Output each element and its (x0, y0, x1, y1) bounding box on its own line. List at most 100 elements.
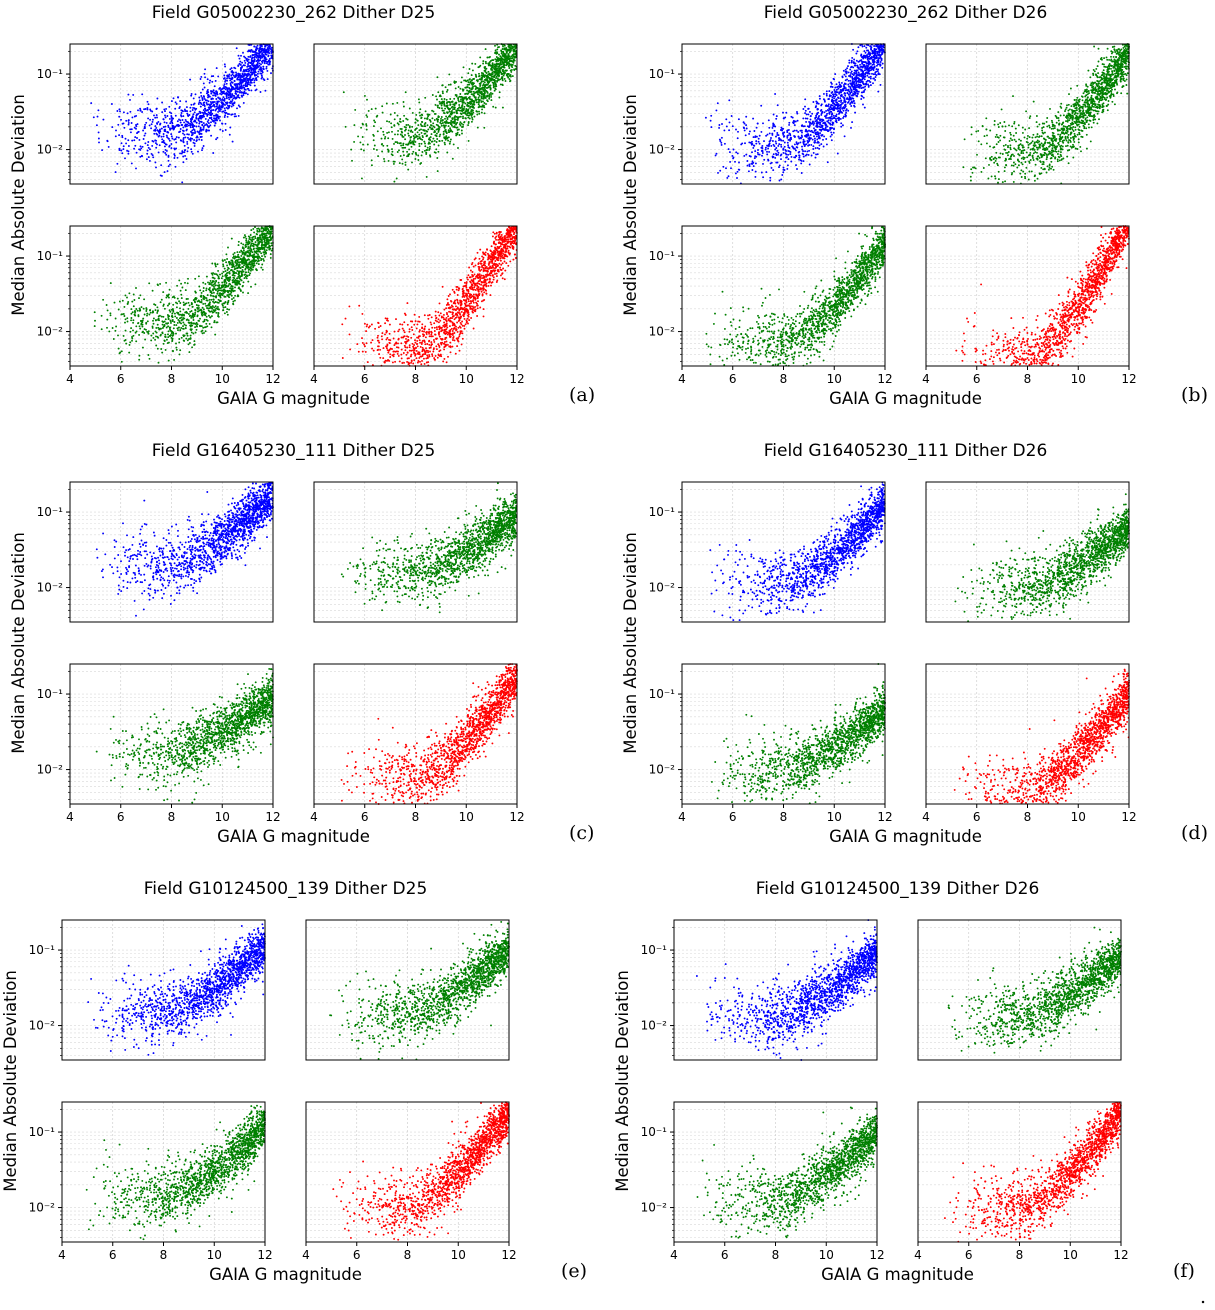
data-point (141, 111, 143, 113)
data-point (168, 126, 170, 128)
data-point (465, 109, 467, 111)
data-point (422, 335, 424, 337)
data-point (257, 76, 259, 78)
data-point (268, 49, 270, 51)
data-point (149, 358, 151, 360)
data-point (164, 334, 166, 336)
data-point (224, 83, 226, 85)
data-point (500, 264, 502, 266)
data-point (255, 71, 257, 73)
data-point (501, 73, 503, 75)
data-point (261, 231, 263, 233)
data-point (203, 125, 205, 127)
data-point (185, 289, 187, 291)
data-point (225, 94, 227, 96)
scatter-panel-2 (314, 43, 518, 184)
data-point (212, 109, 214, 111)
data-point (502, 79, 504, 81)
data-point (493, 276, 495, 278)
data-point (222, 284, 224, 286)
data-point (418, 316, 420, 318)
data-point (182, 132, 184, 134)
data-point (413, 344, 415, 346)
data-point (376, 149, 378, 151)
data-point (218, 97, 220, 99)
data-point (224, 66, 226, 68)
data-point (505, 80, 507, 82)
data-point (459, 134, 461, 136)
data-point (96, 124, 98, 126)
data-point (196, 126, 198, 128)
data-point (265, 241, 267, 243)
data-point (435, 152, 437, 154)
data-point (160, 164, 162, 166)
data-point (411, 126, 413, 128)
data-point (206, 276, 208, 278)
data-point (133, 299, 135, 301)
data-point (181, 110, 183, 112)
data-point (233, 88, 235, 90)
data-point (176, 306, 178, 308)
data-point (256, 67, 258, 69)
data-point (382, 145, 384, 147)
data-point (194, 102, 196, 104)
data-point (259, 62, 261, 64)
data-point (183, 304, 185, 306)
data-point (184, 155, 186, 157)
data-point (446, 99, 448, 101)
data-point (421, 114, 423, 116)
data-point (204, 68, 206, 70)
data-point (241, 271, 243, 273)
data-point (426, 343, 428, 345)
data-point (258, 228, 260, 230)
data-point (488, 73, 490, 75)
data-point (268, 242, 270, 244)
data-point (249, 253, 251, 255)
data-point (250, 255, 252, 257)
data-point (426, 176, 428, 178)
data-point (161, 316, 163, 318)
data-point (426, 149, 428, 151)
data-point (217, 263, 219, 265)
data-point (227, 302, 229, 304)
data-point (211, 81, 213, 83)
data-point (435, 104, 437, 106)
data-point (170, 334, 172, 336)
data-point (245, 246, 247, 248)
data-point (201, 313, 203, 315)
data-point (486, 72, 488, 74)
data-point (261, 264, 263, 266)
data-point (178, 137, 180, 139)
data-point (243, 64, 245, 66)
data-point (224, 286, 226, 288)
data-point (486, 87, 488, 89)
data-point (165, 282, 167, 284)
data-point (462, 117, 464, 119)
data-point (238, 282, 240, 284)
data-point (160, 348, 162, 350)
data-point (206, 316, 208, 318)
data-point (437, 91, 439, 93)
data-point (213, 286, 215, 288)
data-point (450, 104, 452, 106)
data-point (244, 251, 246, 253)
data-point (448, 129, 450, 131)
data-point (138, 315, 140, 317)
data-point (214, 282, 216, 284)
data-point (267, 52, 269, 54)
data-point (425, 110, 427, 112)
data-point (228, 113, 230, 115)
data-point (494, 81, 496, 83)
data-point (432, 351, 434, 353)
data-point (194, 278, 196, 280)
data-point (194, 107, 196, 109)
data-point (403, 136, 405, 138)
data-point (178, 327, 180, 329)
data-point (210, 110, 212, 112)
data-point (457, 108, 459, 110)
data-point (260, 66, 262, 68)
data-point (262, 258, 264, 260)
data-point (165, 318, 167, 320)
data-point (203, 95, 205, 97)
data-point (257, 73, 259, 75)
